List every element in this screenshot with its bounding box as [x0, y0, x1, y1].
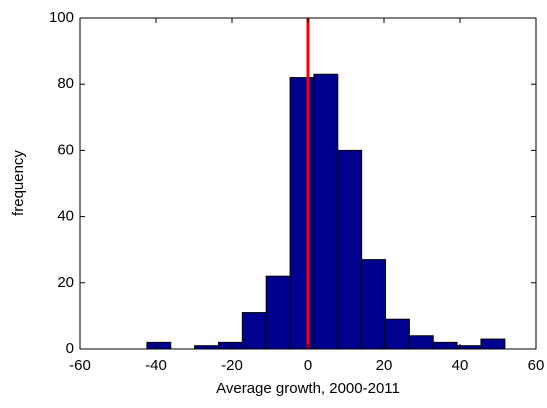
x-tick-label: 0 [304, 357, 312, 374]
bar [385, 318, 410, 350]
bar [337, 149, 363, 350]
y-tick-label: 0 [66, 340, 74, 357]
bar [313, 73, 339, 350]
bar [432, 341, 458, 350]
x-tick-label: 40 [452, 357, 469, 374]
y-tick-label: 40 [57, 208, 74, 225]
bar [146, 341, 172, 350]
y-axis-label: frequency [10, 150, 27, 216]
x-tick-label: -60 [69, 357, 91, 374]
bar [480, 338, 506, 350]
x-tick-label: -40 [145, 357, 167, 374]
y-tick-label: 80 [57, 75, 74, 92]
bar [265, 275, 291, 350]
bar [361, 259, 387, 350]
bar [408, 335, 434, 350]
x-tick-label: -20 [221, 357, 243, 374]
bar [289, 77, 315, 350]
x-tick-label: 60 [528, 357, 545, 374]
bar [241, 312, 267, 350]
x-tick-label: 20 [376, 357, 393, 374]
y-tick-label: 20 [57, 274, 74, 291]
bar [217, 341, 243, 350]
x-axis-label: Average growth, 2000-2011 [216, 380, 400, 397]
y-tick-label: 60 [57, 141, 74, 158]
y-tick-label: 100 [49, 9, 74, 26]
